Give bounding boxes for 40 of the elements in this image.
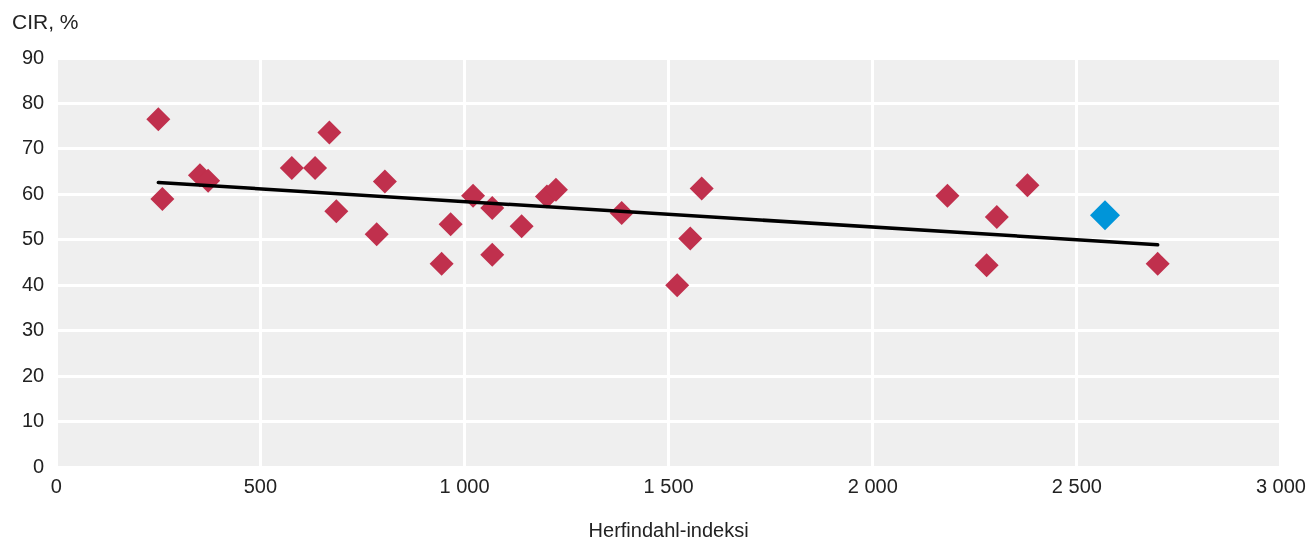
x-tick-label: 2 500 [1051, 474, 1102, 497]
point [984, 205, 1009, 230]
x-tick-label: 3 000 [1255, 474, 1307, 497]
point [974, 253, 999, 278]
x-axis-title: Herfindahl-indeksi [588, 518, 749, 541]
y-tick-label: 30 [22, 318, 45, 341]
point [279, 155, 304, 180]
point [480, 242, 505, 267]
point [1090, 200, 1121, 231]
point [429, 251, 454, 276]
point [689, 176, 714, 201]
point [372, 169, 397, 194]
y-tick-label: 90 [22, 45, 45, 68]
x-tick-label: 0 [50, 474, 62, 497]
x-tick-label: 1 500 [643, 474, 694, 497]
y-tick-label: 40 [22, 272, 45, 295]
point [509, 214, 534, 239]
point [1145, 251, 1170, 276]
y-tick-label: 20 [22, 363, 45, 386]
point [317, 120, 342, 145]
point [935, 183, 960, 208]
point [1015, 173, 1040, 198]
point [678, 226, 703, 251]
y-tick-label: 10 [22, 409, 45, 432]
x-tick-label: 500 [243, 474, 278, 497]
point [324, 199, 349, 224]
y-tick-label: 80 [22, 90, 45, 113]
y-tick-label: 60 [22, 181, 45, 204]
point [364, 222, 389, 247]
x-tick-label: 2 000 [847, 474, 898, 497]
point [150, 186, 175, 211]
point [665, 273, 690, 298]
point [438, 212, 463, 237]
y-tick-label: 50 [22, 227, 45, 250]
y-axis-title: CIR, % [12, 10, 79, 34]
point [146, 107, 171, 132]
y-tick-label: 70 [22, 136, 45, 159]
y-tick-label: 0 [33, 454, 45, 477]
x-tick-label: 1 000 [439, 474, 490, 497]
point [303, 155, 328, 180]
